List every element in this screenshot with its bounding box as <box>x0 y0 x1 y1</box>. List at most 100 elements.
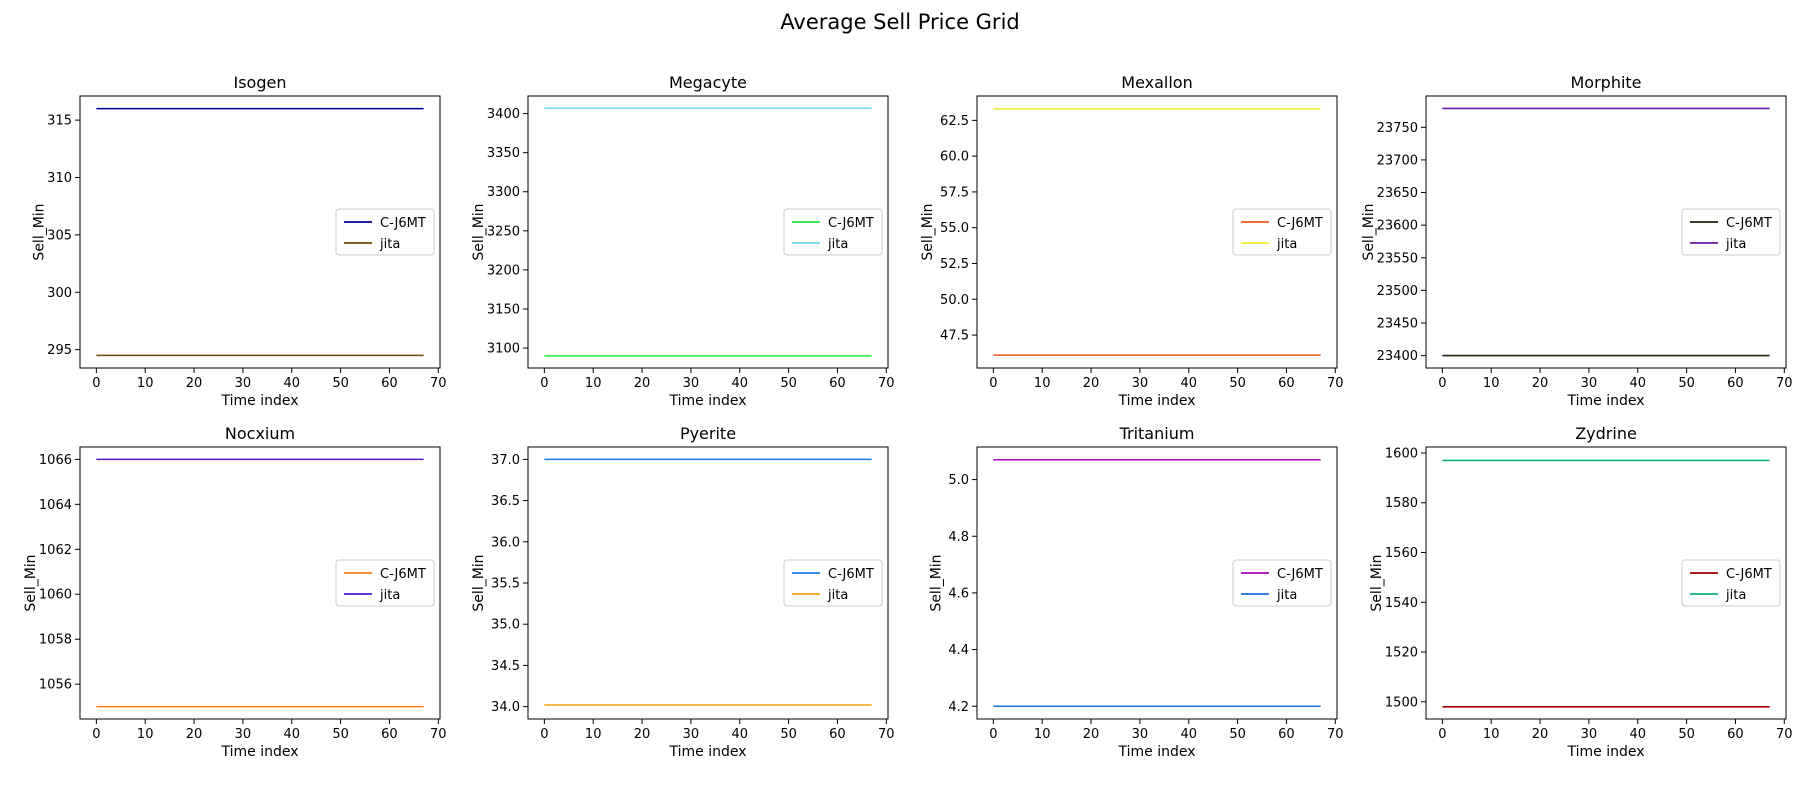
y-tick-label: 295 <box>47 343 72 358</box>
axes-frame <box>1425 95 1787 369</box>
x-tick-label: 30 <box>683 727 700 742</box>
x-tick-label: 50 <box>1678 376 1695 391</box>
x-tick-label: 60 <box>381 727 398 742</box>
y-tick-label: 315 <box>47 114 72 129</box>
x-tick-label: 50 <box>1229 376 1246 391</box>
x-axis-label: Time index <box>1117 393 1195 409</box>
x-tick-label: 10 <box>1483 376 1500 391</box>
legend: C-J6MT jita <box>1232 208 1332 256</box>
y-axis-label: Sell_Min <box>920 203 936 260</box>
y-tick-label: 23650 <box>1377 186 1418 201</box>
y-tick-label: 60.0 <box>940 150 969 165</box>
y-tick-label: 23750 <box>1377 121 1418 136</box>
y-tick-label: 305 <box>47 228 72 243</box>
y-tick-label: 1600 <box>1385 446 1418 461</box>
y-tick-label: 34.0 <box>491 700 520 715</box>
y-tick-label: 3300 <box>487 185 520 200</box>
y-axis-label: Sell_Min <box>23 554 39 611</box>
y-tick-label: 52.5 <box>940 257 969 272</box>
x-tick-label: 10 <box>137 376 154 391</box>
x-tick-label: 70 <box>1327 727 1344 742</box>
x-tick-label: 30 <box>1581 376 1598 391</box>
x-tick-label: 40 <box>1180 727 1197 742</box>
y-tick-label: 1062 <box>39 543 72 558</box>
y-tick-label: 5.0 <box>948 473 969 488</box>
y-tick-label: 1540 <box>1385 596 1418 611</box>
x-tick-label: 70 <box>1327 376 1344 391</box>
x-tick-label: 30 <box>1132 727 1149 742</box>
subplot-isogen: Isogen 0 10 20 30 40 50 60 70 295 300 305 310 315 Time… <box>31 73 446 409</box>
legend-entry: jita <box>1725 237 1746 252</box>
x-axis-label: Time index <box>1566 744 1644 760</box>
x-tick-label: 50 <box>780 376 797 391</box>
y-tick-label: 4.6 <box>948 586 969 601</box>
y-tick-label: 57.5 <box>940 185 969 200</box>
y-tick-label: 1580 <box>1385 496 1418 511</box>
subplot-title: Morphite <box>1570 73 1641 92</box>
subplot-title: Pyerite <box>680 424 736 443</box>
x-tick-label: 30 <box>1132 376 1149 391</box>
legend-entry: jita <box>379 237 400 252</box>
x-tick-label: 40 <box>283 376 300 391</box>
y-tick-label: 4.2 <box>948 700 969 715</box>
x-tick-label: 40 <box>1180 376 1197 391</box>
x-tick-label: 10 <box>585 727 602 742</box>
subplot-zydrine: Zydrine 0 10 20 30 40 50 60 70 1500 1520 1540 1560 15… <box>1369 424 1792 760</box>
y-tick-label: 3400 <box>487 107 520 122</box>
y-tick-label: 37.0 <box>491 453 520 468</box>
axes-frame <box>976 446 1338 720</box>
subplot-tritanium: Tritanium 0 10 20 30 40 50 60 70 4.2 4.4 4.6 4.8 5.0 T… <box>928 424 1343 760</box>
x-tick-label: 10 <box>585 376 602 391</box>
x-tick-label: 20 <box>186 376 203 391</box>
subplot-pyerite: Pyerite 0 10 20 30 40 50 60 70 34.0 34.5 35.0 35.5 36… <box>471 424 894 760</box>
x-tick-label: 30 <box>235 376 252 391</box>
x-tick-label: 0 <box>989 727 997 742</box>
x-tick-label: 40 <box>731 376 748 391</box>
y-tick-label: 1560 <box>1385 546 1418 561</box>
x-tick-label: 70 <box>878 727 895 742</box>
y-tick-label: 1500 <box>1385 695 1418 710</box>
legend: C-J6MT jita <box>1681 559 1781 607</box>
legend-entry: C-J6MT <box>1726 567 1772 582</box>
x-tick-label: 10 <box>1034 376 1051 391</box>
x-tick-label: 0 <box>92 376 100 391</box>
legend-entry: jita <box>827 588 848 603</box>
x-tick-label: 30 <box>683 376 700 391</box>
legend-entry: jita <box>827 237 848 252</box>
y-axis-label: Sell_Min <box>1369 554 1385 611</box>
subplot-nocxium: Nocxium 0 10 20 30 40 50 60 70 1056 1058 1060 1062 10… <box>23 424 446 760</box>
legend-entry: C-J6MT <box>828 216 874 231</box>
subplot-morphite: Morphite 0 10 20 30 40 50 60 70 23400 23450 23500 23… <box>1361 73 1793 409</box>
x-tick-label: 70 <box>430 727 447 742</box>
legend: C-J6MT jita <box>1232 559 1332 607</box>
subplot-title: Mexallon <box>1121 73 1192 92</box>
y-tick-label: 35.0 <box>491 618 520 633</box>
x-tick-label: 20 <box>186 727 203 742</box>
x-tick-label: 50 <box>332 376 349 391</box>
subplot-title: Tritanium <box>1119 424 1195 443</box>
y-axis-label: Sell_Min <box>471 203 487 260</box>
y-tick-label: 1066 <box>39 453 72 468</box>
y-tick-label: 23450 <box>1377 316 1418 331</box>
x-tick-label: 20 <box>634 727 651 742</box>
x-tick-label: 0 <box>989 376 997 391</box>
x-tick-label: 30 <box>1581 727 1598 742</box>
x-tick-label: 20 <box>634 376 651 391</box>
y-tick-label: 3150 <box>487 302 520 317</box>
x-tick-label: 60 <box>829 727 846 742</box>
x-tick-label: 40 <box>1629 727 1646 742</box>
legend-entry: C-J6MT <box>1277 216 1323 231</box>
x-tick-label: 30 <box>235 727 252 742</box>
x-tick-label: 60 <box>381 376 398 391</box>
x-axis-label: Time index <box>1566 393 1644 409</box>
x-tick-label: 60 <box>1278 727 1295 742</box>
x-tick-label: 70 <box>1776 727 1793 742</box>
x-tick-label: 70 <box>430 376 447 391</box>
legend: C-J6MT jita <box>783 559 883 607</box>
y-tick-label: 3250 <box>487 224 520 239</box>
axes-frame <box>79 95 441 369</box>
x-tick-label: 20 <box>1083 376 1100 391</box>
y-tick-label: 35.5 <box>491 577 520 592</box>
x-tick-label: 10 <box>1483 727 1500 742</box>
y-tick-label: 3200 <box>487 263 520 278</box>
